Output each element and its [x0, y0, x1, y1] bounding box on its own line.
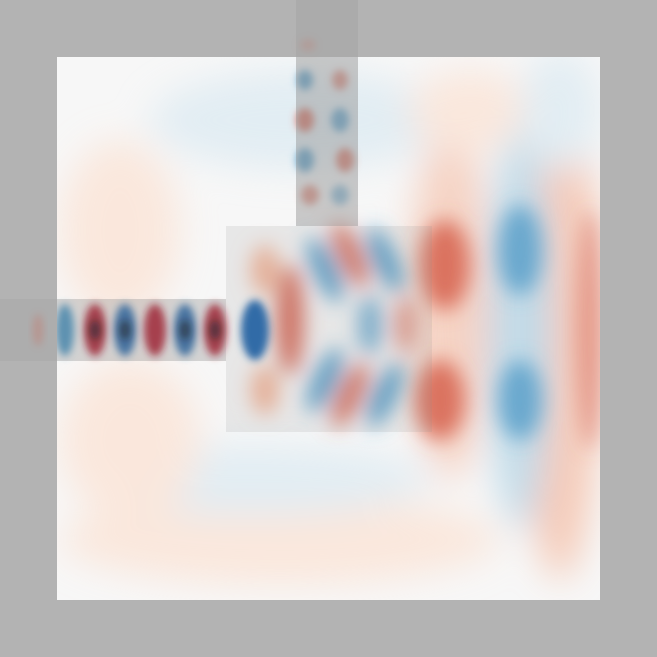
- radiated-field: [57, 57, 600, 585]
- output-mode: [296, 39, 354, 205]
- design-region: [226, 226, 432, 432]
- guided-mode: [57, 300, 269, 360]
